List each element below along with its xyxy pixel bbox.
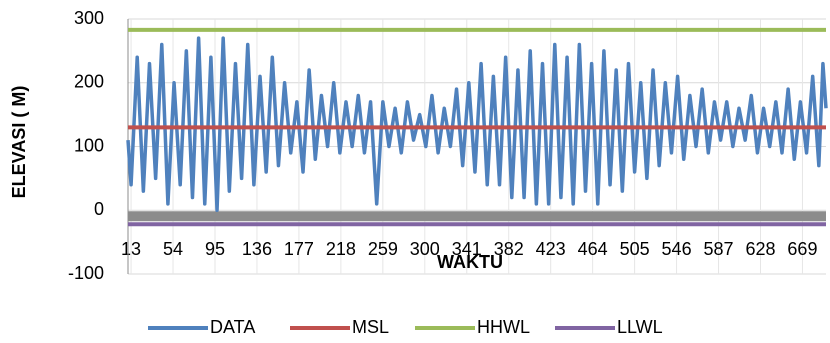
x-tick-label: 587: [704, 239, 734, 259]
x-tick-label: 13: [121, 239, 141, 259]
legend-label: LLWL: [617, 317, 663, 337]
x-tick-label: 546: [662, 239, 692, 259]
y-axis-title: ELEVASI ( M): [9, 86, 29, 199]
x-axis-title: WAKTU: [437, 252, 503, 272]
y-tick-label: 0: [94, 199, 104, 219]
x-tick-label: 95: [205, 239, 225, 259]
x-tick-label: 136: [242, 239, 272, 259]
x-tick-label: 505: [620, 239, 650, 259]
x-tick-label: 177: [284, 239, 314, 259]
y-tick-label: 100: [74, 135, 104, 155]
y-tick-label: 200: [74, 72, 104, 92]
legend-label: HHWL: [477, 317, 530, 337]
x-tick-label: 464: [578, 239, 608, 259]
x-tick-label: 341: [452, 239, 482, 259]
y-tick-label: -100: [68, 263, 104, 283]
x-tick-label: 423: [536, 239, 566, 259]
x-tick-label: 669: [787, 239, 817, 259]
x-tick-label: 218: [326, 239, 356, 259]
legend-label: DATA: [210, 317, 255, 337]
x-tick-label: 54: [163, 239, 183, 259]
legend-label: MSL: [352, 317, 389, 337]
y-tick-label: 300: [74, 8, 104, 28]
x-tick-label: 259: [368, 239, 398, 259]
data-line: [126, 36, 828, 212]
x-tick-label: 628: [745, 239, 775, 259]
x-tick-label: 382: [494, 239, 524, 259]
x-tick-label: 300: [410, 239, 440, 259]
